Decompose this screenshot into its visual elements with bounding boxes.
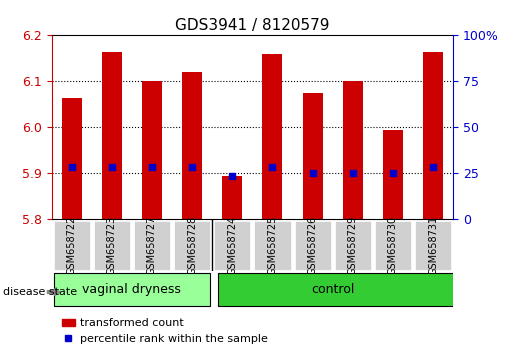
- FancyBboxPatch shape: [54, 273, 210, 306]
- Text: disease state: disease state: [3, 287, 77, 297]
- Text: GSM658728: GSM658728: [187, 216, 197, 275]
- Text: GSM658723: GSM658723: [107, 216, 117, 275]
- Title: GDS3941 / 8120579: GDS3941 / 8120579: [175, 18, 330, 33]
- Bar: [142, 81, 162, 219]
- Text: GSM658731: GSM658731: [428, 216, 438, 275]
- Text: GSM658727: GSM658727: [147, 216, 157, 275]
- Text: GSM658722: GSM658722: [66, 216, 77, 275]
- Text: GSM658725: GSM658725: [267, 216, 278, 275]
- FancyBboxPatch shape: [254, 221, 290, 270]
- Bar: [302, 93, 322, 219]
- Text: GSM658726: GSM658726: [307, 216, 318, 275]
- Text: vaginal dryness: vaginal dryness: [82, 283, 181, 296]
- FancyBboxPatch shape: [375, 221, 411, 270]
- FancyBboxPatch shape: [295, 221, 331, 270]
- FancyBboxPatch shape: [174, 221, 210, 270]
- Bar: [182, 72, 202, 219]
- Text: GSM658730: GSM658730: [388, 216, 398, 275]
- Bar: [423, 52, 443, 219]
- Bar: [62, 97, 81, 219]
- Bar: [222, 176, 242, 219]
- FancyBboxPatch shape: [54, 221, 90, 270]
- Bar: [342, 81, 363, 219]
- FancyArrow shape: [47, 289, 60, 296]
- Bar: [262, 54, 282, 219]
- FancyBboxPatch shape: [335, 221, 371, 270]
- Text: GSM658729: GSM658729: [348, 216, 358, 275]
- FancyBboxPatch shape: [218, 273, 455, 306]
- Bar: [101, 52, 122, 219]
- Bar: [383, 130, 403, 219]
- FancyBboxPatch shape: [415, 221, 451, 270]
- Legend: transformed count, percentile rank within the sample: transformed count, percentile rank withi…: [57, 314, 273, 348]
- Text: GSM658724: GSM658724: [227, 216, 237, 275]
- FancyBboxPatch shape: [94, 221, 130, 270]
- FancyBboxPatch shape: [214, 221, 250, 270]
- FancyBboxPatch shape: [134, 221, 170, 270]
- Text: control: control: [311, 283, 354, 296]
